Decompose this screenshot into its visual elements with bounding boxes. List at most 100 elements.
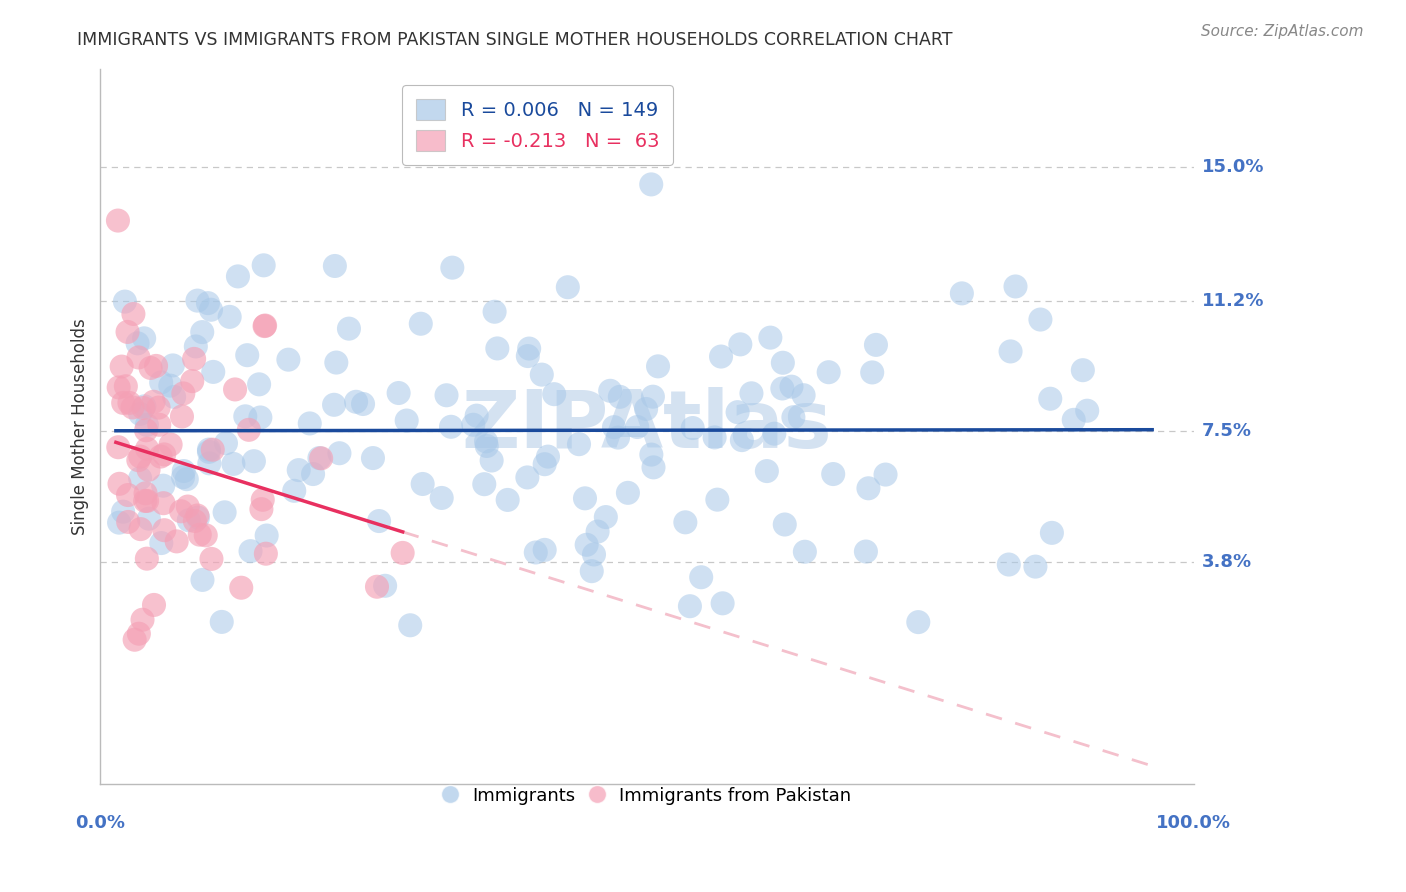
Point [124,632,146,647]
Point [533,542,555,557]
Point [731,433,754,447]
Point [117,488,139,502]
Point [530,368,553,382]
Point [690,570,713,584]
Point [575,538,598,552]
Point [641,390,664,404]
Point [222,457,245,471]
Point [366,580,388,594]
Point [129,522,152,536]
Point [177,500,200,514]
Point [516,349,538,363]
Point [112,396,135,410]
Point [108,476,131,491]
Point [374,579,396,593]
Point [463,417,485,432]
Point [214,505,236,519]
Point [254,547,277,561]
Point [609,390,631,404]
Point [703,430,725,444]
Point [201,442,224,457]
Point [1039,392,1062,406]
Point [188,527,211,541]
Point [117,325,139,339]
Point [1076,403,1098,417]
Point [135,486,157,500]
Point [249,410,271,425]
Point [636,402,658,417]
Point [152,496,174,510]
Point [162,359,184,373]
Point [159,378,181,392]
Point [643,460,665,475]
Point [108,516,131,530]
Point [599,384,621,398]
Point [256,528,278,542]
Point [107,380,129,394]
Point [568,437,591,451]
Point [772,356,794,370]
Point [243,454,266,468]
Point [107,213,129,227]
Point [574,491,596,506]
Point [586,524,609,539]
Point [1024,559,1046,574]
Point [323,398,346,412]
Text: 100.0%: 100.0% [1156,814,1232,832]
Text: IMMIGRANTS VS IMMIGRANTS FROM PAKISTAN SINGLE MOTHER HOUSEHOLDS CORRELATION CHAR: IMMIGRANTS VS IMMIGRANTS FROM PAKISTAN S… [77,31,953,49]
Point [740,386,762,401]
Point [191,573,214,587]
Point [337,321,360,335]
Point [399,618,422,632]
Point [409,317,432,331]
Point [186,293,208,308]
Point [134,494,156,508]
Point [250,502,273,516]
Point [640,448,662,462]
Point [142,394,165,409]
Legend: Immigrants, Immigrants from Pakistan: Immigrants, Immigrants from Pakistan [434,778,859,814]
Text: ZIPAtlas: ZIPAtlas [461,387,832,466]
Point [172,470,194,484]
Point [543,387,565,401]
Point [603,420,626,434]
Point [782,410,804,425]
Point [134,331,156,345]
Point [200,302,222,317]
Point [134,400,156,414]
Point [149,450,172,464]
Point [170,409,193,424]
Point [176,472,198,486]
Point [239,544,262,558]
Point [793,545,815,559]
Point [516,470,538,484]
Point [858,481,880,495]
Point [183,351,205,366]
Point [465,409,488,423]
Text: 7.5%: 7.5% [1202,423,1251,441]
Point [344,394,367,409]
Point [440,419,463,434]
Point [247,377,270,392]
Point [706,492,728,507]
Point [328,446,350,460]
Point [224,383,246,397]
Text: Source: ZipAtlas.com: Source: ZipAtlas.com [1201,24,1364,39]
Point [481,453,503,467]
Point [129,450,152,464]
Point [236,348,259,362]
Point [139,360,162,375]
Point [998,558,1021,572]
Point [475,439,498,453]
Point [128,351,150,365]
Point [780,379,803,393]
Point [184,339,207,353]
Point [865,338,887,352]
Point [197,296,219,310]
Point [517,342,540,356]
Point [135,551,157,566]
Point [759,331,782,345]
Point [153,447,176,461]
Point [135,423,157,437]
Point [277,352,299,367]
